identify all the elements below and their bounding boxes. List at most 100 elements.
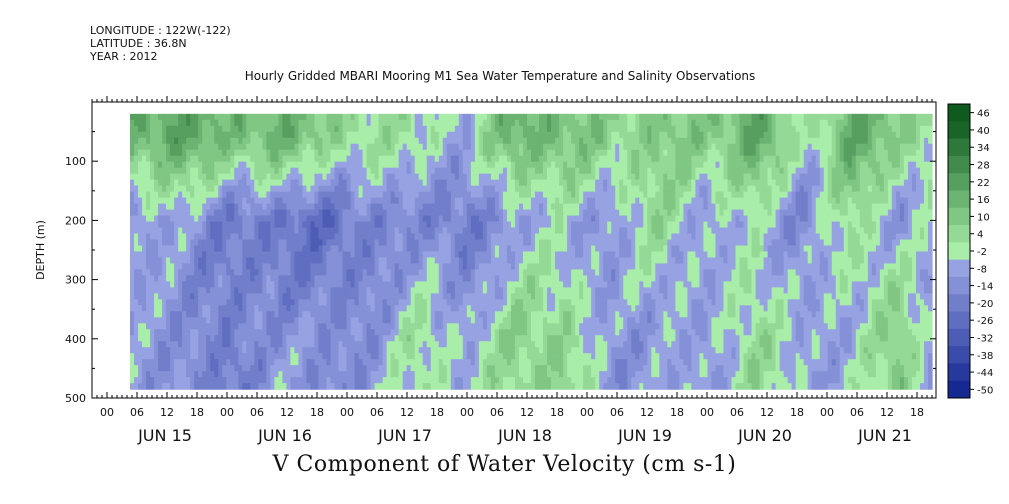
heatmap-cell <box>198 215 203 223</box>
heatmap-cell <box>138 185 143 193</box>
heatmap-cell <box>775 239 781 247</box>
heatmap-cell <box>755 125 761 133</box>
heatmap-cell <box>611 215 616 223</box>
heatmap-cell <box>827 233 833 241</box>
heatmap-cell <box>498 197 504 205</box>
heatmap-cell <box>875 179 881 187</box>
heatmap-cell <box>587 245 592 253</box>
heatmap-cell <box>647 197 652 205</box>
heatmap-cell <box>623 119 628 127</box>
heatmap-cell <box>418 203 424 211</box>
heatmap-cell <box>474 143 480 151</box>
heatmap-cell <box>370 239 376 247</box>
heatmap-cell <box>919 245 925 253</box>
heatmap-cell <box>595 251 600 259</box>
heatmap-cell <box>450 209 456 217</box>
heatmap-cell <box>875 161 881 169</box>
heatmap-cell <box>442 239 448 247</box>
heatmap-cell <box>130 131 135 139</box>
heatmap-cell <box>915 251 921 259</box>
heatmap-cell <box>703 131 709 139</box>
heatmap-cell <box>763 173 769 181</box>
heatmap-cell <box>595 155 600 163</box>
heatmap-cell <box>246 245 251 253</box>
heatmap-cell <box>791 149 797 157</box>
heatmap-cell <box>759 197 765 205</box>
heatmap-cell <box>382 119 388 127</box>
heatmap-cell <box>551 239 556 247</box>
heatmap-cell <box>795 113 801 121</box>
heatmap-cell <box>719 137 725 145</box>
heatmap-cell <box>174 221 179 229</box>
heatmap-cell <box>571 209 576 217</box>
heatmap-cell <box>775 161 781 169</box>
heatmap-cell <box>587 113 592 121</box>
heatmap-cell <box>727 179 733 187</box>
heatmap-cell <box>611 179 616 187</box>
heatmap-cell <box>398 251 404 259</box>
heatmap-cell <box>539 131 544 139</box>
heatmap-cell <box>138 227 143 235</box>
heatmap-cell <box>470 179 476 187</box>
heatmap-cell <box>134 215 139 223</box>
heatmap-cell <box>170 191 175 199</box>
heatmap-cell <box>851 149 857 157</box>
heatmap-cell <box>218 167 223 175</box>
heatmap-cell <box>783 173 789 181</box>
heatmap-cell <box>150 191 155 199</box>
heatmap-cell <box>675 233 680 241</box>
heatmap-cell <box>883 143 889 151</box>
heatmap-cell <box>623 257 628 265</box>
heatmap-cell <box>747 155 753 163</box>
heatmap-cell <box>731 197 737 205</box>
heatmap-cell <box>551 233 556 241</box>
heatmap-cell <box>294 167 300 175</box>
heatmap-cell <box>398 131 404 139</box>
heatmap-cell <box>555 155 560 163</box>
heatmap-cell <box>350 161 356 169</box>
heatmap-cell <box>559 191 564 199</box>
heatmap-cell <box>899 143 905 151</box>
heatmap-cell <box>691 185 697 193</box>
heatmap-cell <box>899 155 905 163</box>
heatmap-cell <box>494 185 500 193</box>
heatmap-cell <box>454 143 460 151</box>
heatmap-cell <box>138 113 143 121</box>
heatmap-cell <box>146 149 151 157</box>
heatmap-cell <box>631 251 636 259</box>
heatmap-cell <box>170 239 175 247</box>
heatmap-cell <box>214 197 219 205</box>
heatmap-cell <box>927 161 933 169</box>
heatmap-cell <box>242 131 247 139</box>
heatmap-cell <box>442 227 448 235</box>
heatmap-cell <box>170 227 175 235</box>
heatmap-cell <box>727 155 733 163</box>
heatmap-cell <box>522 251 528 259</box>
heatmap-cell <box>422 143 428 151</box>
heatmap-cell <box>863 149 869 157</box>
heatmap-cell <box>366 119 372 127</box>
heatmap-cell <box>715 227 721 235</box>
heatmap-cell <box>807 257 813 265</box>
heatmap-cell <box>310 113 316 121</box>
heatmap-cell <box>535 257 540 265</box>
heatmap-cell <box>579 119 584 127</box>
heatmap-cell <box>555 245 560 253</box>
heatmap-cell <box>887 161 893 169</box>
heatmap-cell <box>402 173 408 181</box>
heatmap-cell <box>715 119 721 127</box>
heatmap-cell <box>547 125 552 133</box>
heatmap-cell <box>242 239 247 247</box>
heatmap-cell <box>238 191 243 199</box>
heatmap-cell <box>771 149 777 157</box>
heatmap-cell <box>907 209 913 217</box>
heatmap-cell <box>370 173 376 181</box>
heatmap-cell <box>438 251 444 259</box>
heatmap-cell <box>362 125 368 133</box>
heatmap-cell <box>923 143 929 151</box>
heatmap-cell <box>162 113 167 121</box>
heatmap-cell <box>462 155 468 163</box>
heatmap-cell <box>478 245 484 253</box>
heatmap-cell <box>667 197 672 205</box>
heatmap-cell <box>250 137 255 145</box>
